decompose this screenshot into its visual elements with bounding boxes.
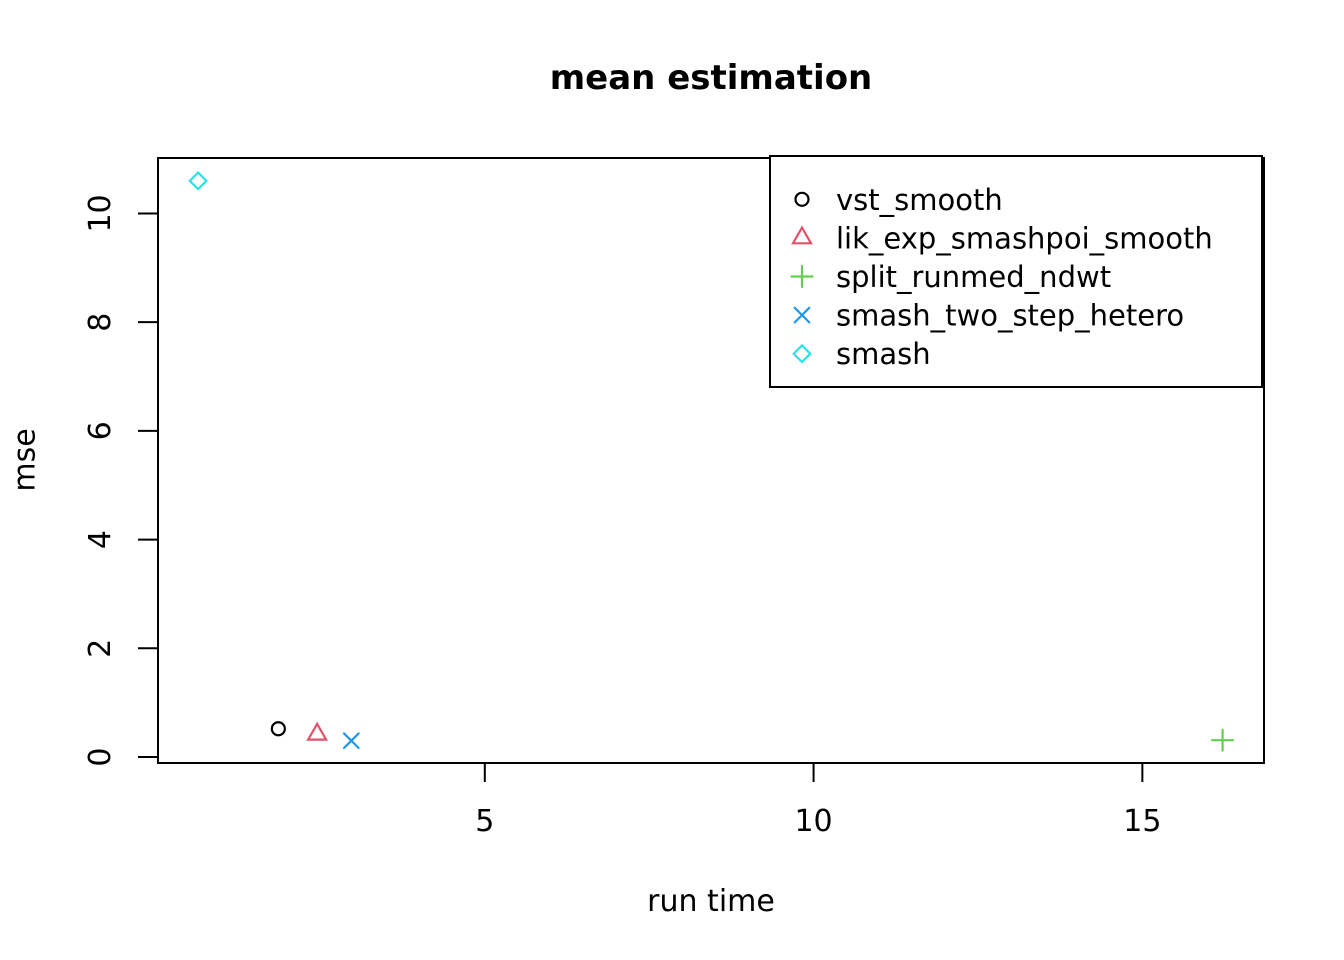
legend-box xyxy=(769,155,1263,388)
x-marker-icon legend-marker-smash_two_step_hetero xyxy=(793,306,811,324)
x-axis-title: run time xyxy=(647,884,775,919)
triangle-marker-icon data-point-lik_exp_smashpoi_smooth xyxy=(306,721,329,741)
plot-box xyxy=(157,157,1265,764)
triangle-marker-icon legend-marker-lik_exp_smashpoi_smooth xyxy=(791,225,813,245)
plus-marker-icon data-point-split_runmed_ndwt xyxy=(1210,728,1235,752)
legend-label-smash: smash xyxy=(836,337,931,371)
y-tick-label: 4 xyxy=(83,530,118,549)
y-tick-label: 10 xyxy=(83,194,118,232)
diamond-marker-icon data-point-smash xyxy=(188,170,208,191)
y-axis-title: mse xyxy=(7,428,43,492)
x-tick-label: 5 xyxy=(475,804,494,839)
legend-label-lik_exp_smashpoi_smooth: lik_exp_smashpoi_smooth xyxy=(836,221,1213,255)
y-tick-label: 2 xyxy=(83,639,118,658)
diamond-marker-icon legend-marker-smash xyxy=(792,343,812,364)
y-tick-label: 8 xyxy=(83,313,118,332)
y-tick-label: 0 xyxy=(83,747,118,766)
legend-label-smash_two_step_hetero: smash_two_step_hetero xyxy=(836,299,1184,333)
legend-label-vst_smooth: vst_smooth xyxy=(836,183,1003,217)
x-tick-label: 15 xyxy=(1123,804,1161,839)
y-tick-label: 6 xyxy=(83,421,118,440)
legend-label-split_runmed_ndwt: split_runmed_ndwt xyxy=(836,260,1111,294)
x-tick-label: 10 xyxy=(794,804,832,839)
plus-marker-icon legend-marker-split_runmed_ndwt xyxy=(790,264,814,289)
circle-marker-icon legend-marker-vst_smooth xyxy=(794,191,810,207)
chart-title: mean estimation xyxy=(549,58,873,98)
circle-marker-icon data-point-vst_smooth xyxy=(270,721,286,737)
x-marker-icon data-point-smash_two_step_hetero xyxy=(342,732,360,750)
